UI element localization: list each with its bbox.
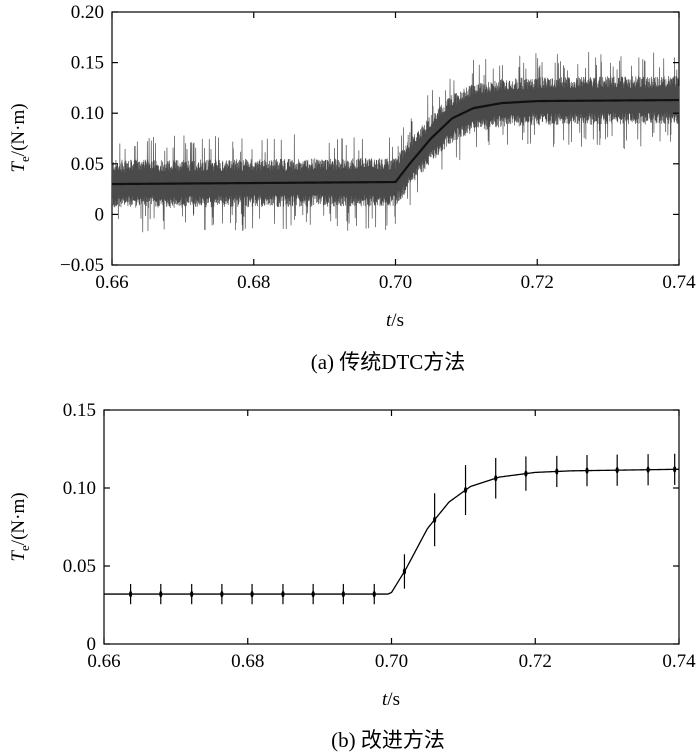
y-tick-label: 0 <box>87 634 97 655</box>
spike-dot <box>463 486 468 494</box>
x-tick-label: 0.66 <box>95 272 128 293</box>
spike-dot <box>585 467 589 474</box>
y-tick-label: 0.10 <box>63 478 96 499</box>
x-tick-label: 0.70 <box>379 272 412 293</box>
spike-dot <box>311 590 315 598</box>
y-tick-label: −0.05 <box>60 255 104 276</box>
x-tick-label: 0.68 <box>231 651 264 672</box>
spike-dot <box>646 466 650 473</box>
y-axis-label: Te/(N·m) <box>8 103 32 172</box>
x-axis-ticks: 0.66 0.68 0.70 0.72 0.74 <box>87 410 696 672</box>
spike-dot <box>220 590 224 598</box>
spike-dot <box>615 466 619 474</box>
y-tick-label: 0.05 <box>63 556 96 577</box>
panel-a: 0.66 0.68 0.70 0.72 0.74 −0.0500.050.100.150… <box>8 2 696 374</box>
spike-dot <box>159 590 163 598</box>
spike-dot <box>190 590 194 598</box>
y-tick-label: 0.05 <box>71 154 104 175</box>
y-axis-label: Te/(N·m) <box>8 492 32 561</box>
series-b-signal <box>104 453 680 605</box>
spike-dot <box>281 590 285 598</box>
y-axis-ticks: 0 0.05 0.10 0.15 <box>63 400 679 655</box>
mean-trace <box>111 98 680 186</box>
spike-dot <box>402 568 407 575</box>
x-axis-label: t/s <box>382 689 400 710</box>
spike-dot <box>555 468 559 475</box>
spike-dot <box>128 590 133 598</box>
spike-dot <box>341 590 345 598</box>
spike-dot <box>372 590 376 598</box>
y-tick-label: 0.20 <box>71 2 104 23</box>
caption-b: (b) 改进方法 <box>331 728 445 752</box>
spike-dot <box>494 475 498 482</box>
series-a-signal <box>111 52 680 233</box>
x-tick-label: 0.70 <box>375 651 408 672</box>
ripple-trace <box>111 52 680 233</box>
x-tick-label: 0.72 <box>521 272 554 293</box>
y-axis-ticks: −0.05 0 0.05 0.10 0.15 0.20 <box>60 2 679 276</box>
caption-a: (a) 传统DTC方法 <box>311 350 466 374</box>
x-tick-label: 0.72 <box>519 651 552 672</box>
y-tick-label: 0.10 <box>71 103 104 124</box>
x-axis-ticks: 0.66 0.68 0.70 0.72 0.74 <box>95 12 696 293</box>
panel-b: 0.66 0.68 0.70 0.72 0.74 0 0.05 0.10 0.15 Te/(N… <box>8 400 696 752</box>
plot-area-frame <box>111 11 680 266</box>
x-tick-label: 0.66 <box>87 651 120 672</box>
x-tick-label: 0.74 <box>662 272 696 293</box>
x-tick-label: 0.74 <box>662 651 696 672</box>
torque-line <box>104 468 680 595</box>
spike-dot <box>673 466 677 473</box>
y-tick-label: 0.15 <box>63 400 96 421</box>
y-tick-label: 0.15 <box>71 53 104 74</box>
spike-dot <box>250 590 254 598</box>
x-axis-label: t/s <box>386 310 404 331</box>
y-tick-label: 0 <box>95 204 105 225</box>
plot-area-frame <box>103 409 680 645</box>
spike-dot <box>524 470 528 477</box>
x-tick-label: 0.68 <box>237 272 270 293</box>
spike-dot <box>433 516 437 523</box>
